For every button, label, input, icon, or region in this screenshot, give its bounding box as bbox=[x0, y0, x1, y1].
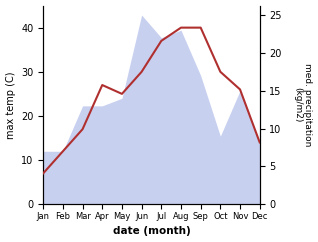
Y-axis label: max temp (C): max temp (C) bbox=[5, 71, 16, 139]
X-axis label: date (month): date (month) bbox=[113, 227, 190, 236]
Y-axis label: med. precipitation
(kg/m2): med. precipitation (kg/m2) bbox=[293, 63, 313, 147]
